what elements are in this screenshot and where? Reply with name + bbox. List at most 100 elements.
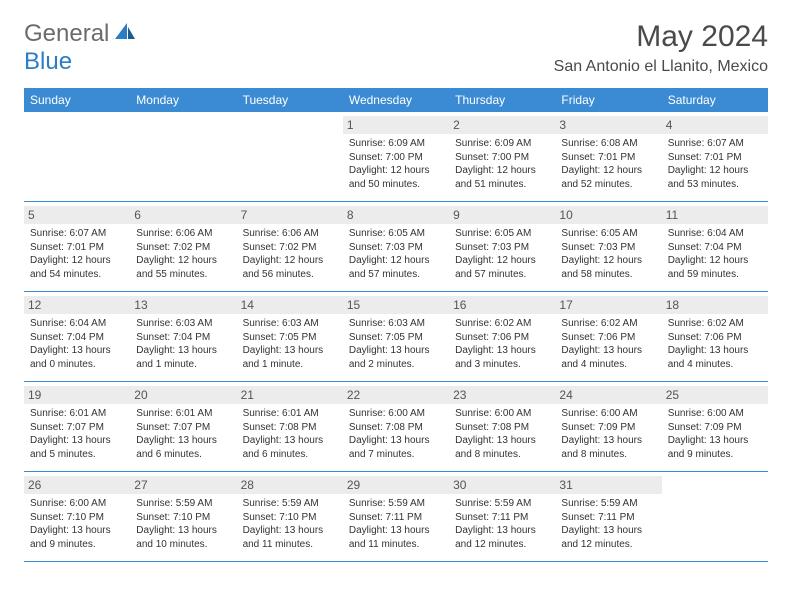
sunset-text: Sunset: 7:03 PM <box>349 241 443 255</box>
logo: General <box>24 20 139 48</box>
sunset-text: Sunset: 7:00 PM <box>349 151 443 165</box>
calendar-week-row: 12Sunrise: 6:04 AMSunset: 7:04 PMDayligh… <box>24 292 768 382</box>
sunset-text: Sunset: 7:05 PM <box>243 331 337 345</box>
daylight-text-1: Daylight: 13 hours <box>136 524 230 538</box>
day-detail: Sunrise: 6:02 AMSunset: 7:06 PMDaylight:… <box>455 317 549 371</box>
day-detail: Sunrise: 5:59 AMSunset: 7:10 PMDaylight:… <box>243 497 337 551</box>
calendar-day-cell: 26Sunrise: 6:00 AMSunset: 7:10 PMDayligh… <box>24 472 130 562</box>
daylight-text-2: and 59 minutes. <box>668 268 762 282</box>
daylight-text-2: and 6 minutes. <box>243 448 337 462</box>
calendar-table: SundayMondayTuesdayWednesdayThursdayFrid… <box>24 88 768 562</box>
sunrise-text: Sunrise: 6:01 AM <box>30 407 124 421</box>
sunset-text: Sunset: 7:00 PM <box>455 151 549 165</box>
daylight-text-2: and 52 minutes. <box>561 178 655 192</box>
day-header: Thursday <box>449 88 555 112</box>
sunrise-text: Sunrise: 6:04 AM <box>30 317 124 331</box>
day-detail: Sunrise: 6:05 AMSunset: 7:03 PMDaylight:… <box>349 227 443 281</box>
sunrise-text: Sunrise: 5:59 AM <box>243 497 337 511</box>
sunset-text: Sunset: 7:01 PM <box>30 241 124 255</box>
calendar-day-cell: 13Sunrise: 6:03 AMSunset: 7:04 PMDayligh… <box>130 292 236 382</box>
day-detail: Sunrise: 6:08 AMSunset: 7:01 PMDaylight:… <box>561 137 655 191</box>
calendar-day-cell: 2Sunrise: 6:09 AMSunset: 7:00 PMDaylight… <box>449 112 555 202</box>
location-label: San Antonio el Llanito, Mexico <box>554 58 768 76</box>
daylight-text-2: and 9 minutes. <box>30 538 124 552</box>
daylight-text-2: and 8 minutes. <box>455 448 549 462</box>
daylight-text-2: and 8 minutes. <box>561 448 655 462</box>
day-detail: Sunrise: 6:09 AMSunset: 7:00 PMDaylight:… <box>455 137 549 191</box>
sunset-text: Sunset: 7:08 PM <box>349 421 443 435</box>
sunset-text: Sunset: 7:10 PM <box>30 511 124 525</box>
date-number: 18 <box>662 296 768 314</box>
sunrise-text: Sunrise: 6:05 AM <box>455 227 549 241</box>
day-detail: Sunrise: 6:00 AMSunset: 7:10 PMDaylight:… <box>30 497 124 551</box>
daylight-text-2: and 54 minutes. <box>30 268 124 282</box>
date-number: 10 <box>555 206 661 224</box>
day-detail: Sunrise: 6:01 AMSunset: 7:07 PMDaylight:… <box>30 407 124 461</box>
sunrise-text: Sunrise: 6:03 AM <box>243 317 337 331</box>
calendar-day-cell: 8Sunrise: 6:05 AMSunset: 7:03 PMDaylight… <box>343 202 449 292</box>
date-number: 15 <box>343 296 449 314</box>
day-header: Friday <box>555 88 661 112</box>
sunrise-text: Sunrise: 6:07 AM <box>668 137 762 151</box>
date-number: 23 <box>449 386 555 404</box>
day-header: Tuesday <box>237 88 343 112</box>
sunset-text: Sunset: 7:09 PM <box>561 421 655 435</box>
calendar-day-cell: 21Sunrise: 6:01 AMSunset: 7:08 PMDayligh… <box>237 382 343 472</box>
daylight-text-1: Daylight: 13 hours <box>136 344 230 358</box>
daylight-text-1: Daylight: 13 hours <box>561 434 655 448</box>
sunrise-text: Sunrise: 6:00 AM <box>30 497 124 511</box>
calendar-day-cell: 20Sunrise: 6:01 AMSunset: 7:07 PMDayligh… <box>130 382 236 472</box>
sunset-text: Sunset: 7:04 PM <box>136 331 230 345</box>
daylight-text-1: Daylight: 13 hours <box>243 344 337 358</box>
day-detail: Sunrise: 5:59 AMSunset: 7:10 PMDaylight:… <box>136 497 230 551</box>
day-detail: Sunrise: 6:04 AMSunset: 7:04 PMDaylight:… <box>668 227 762 281</box>
day-detail: Sunrise: 6:02 AMSunset: 7:06 PMDaylight:… <box>668 317 762 371</box>
daylight-text-1: Daylight: 13 hours <box>455 524 549 538</box>
day-detail: Sunrise: 6:00 AMSunset: 7:09 PMDaylight:… <box>561 407 655 461</box>
day-detail: Sunrise: 6:07 AMSunset: 7:01 PMDaylight:… <box>668 137 762 191</box>
daylight-text-2: and 2 minutes. <box>349 358 443 372</box>
sunrise-text: Sunrise: 6:00 AM <box>668 407 762 421</box>
day-detail: Sunrise: 5:59 AMSunset: 7:11 PMDaylight:… <box>349 497 443 551</box>
daylight-text-2: and 11 minutes. <box>349 538 443 552</box>
date-number: 19 <box>24 386 130 404</box>
date-number: 13 <box>130 296 236 314</box>
daylight-text-2: and 12 minutes. <box>455 538 549 552</box>
daylight-text-2: and 7 minutes. <box>349 448 443 462</box>
calendar-day-cell: 1Sunrise: 6:09 AMSunset: 7:00 PMDaylight… <box>343 112 449 202</box>
date-number: 9 <box>449 206 555 224</box>
calendar-body: 1Sunrise: 6:09 AMSunset: 7:00 PMDaylight… <box>24 112 768 562</box>
date-number: 29 <box>343 476 449 494</box>
sunset-text: Sunset: 7:11 PM <box>455 511 549 525</box>
sunrise-text: Sunrise: 6:09 AM <box>349 137 443 151</box>
daylight-text-1: Daylight: 12 hours <box>349 164 443 178</box>
day-header: Sunday <box>24 88 130 112</box>
day-detail: Sunrise: 6:03 AMSunset: 7:05 PMDaylight:… <box>349 317 443 371</box>
page-header: General May 2024 San Antonio el Llanito,… <box>24 20 768 76</box>
sunset-text: Sunset: 7:06 PM <box>668 331 762 345</box>
date-number: 14 <box>237 296 343 314</box>
date-number: 27 <box>130 476 236 494</box>
calendar-day-cell: 28Sunrise: 5:59 AMSunset: 7:10 PMDayligh… <box>237 472 343 562</box>
daylight-text-2: and 56 minutes. <box>243 268 337 282</box>
daylight-text-1: Daylight: 13 hours <box>668 344 762 358</box>
sunrise-text: Sunrise: 6:01 AM <box>136 407 230 421</box>
calendar-day-cell: 5Sunrise: 6:07 AMSunset: 7:01 PMDaylight… <box>24 202 130 292</box>
date-number: 31 <box>555 476 661 494</box>
calendar-day-cell: 29 Sunrise: 5:59 AMSunset: 7:11 PMDayligh… <box>343 472 449 562</box>
calendar-day-cell: 25Sunrise: 6:00 AMSunset: 7:09 PMDayligh… <box>662 382 768 472</box>
daylight-text-1: Daylight: 13 hours <box>30 434 124 448</box>
day-detail: Sunrise: 6:06 AMSunset: 7:02 PMDaylight:… <box>243 227 337 281</box>
daylight-text-2: and 9 minutes. <box>668 448 762 462</box>
daylight-text-2: and 11 minutes. <box>243 538 337 552</box>
calendar-day-cell: 23Sunrise: 6:00 AMSunset: 7:08 PMDayligh… <box>449 382 555 472</box>
calendar-day-cell: 16Sunrise: 6:02 AMSunset: 7:06 PMDayligh… <box>449 292 555 382</box>
calendar-day-cell: 15 Sunrise: 6:03 AMSunset: 7:05 PMDayligh… <box>343 292 449 382</box>
calendar-day-cell: 7Sunrise: 6:06 AMSunset: 7:02 PMDaylight… <box>237 202 343 292</box>
sunrise-text: Sunrise: 6:06 AM <box>243 227 337 241</box>
sunrise-text: Sunrise: 6:02 AM <box>668 317 762 331</box>
sunrise-text: Sunrise: 6:00 AM <box>455 407 549 421</box>
daylight-text-1: Daylight: 12 hours <box>30 254 124 268</box>
daylight-text-1: Daylight: 12 hours <box>136 254 230 268</box>
daylight-text-2: and 50 minutes. <box>349 178 443 192</box>
